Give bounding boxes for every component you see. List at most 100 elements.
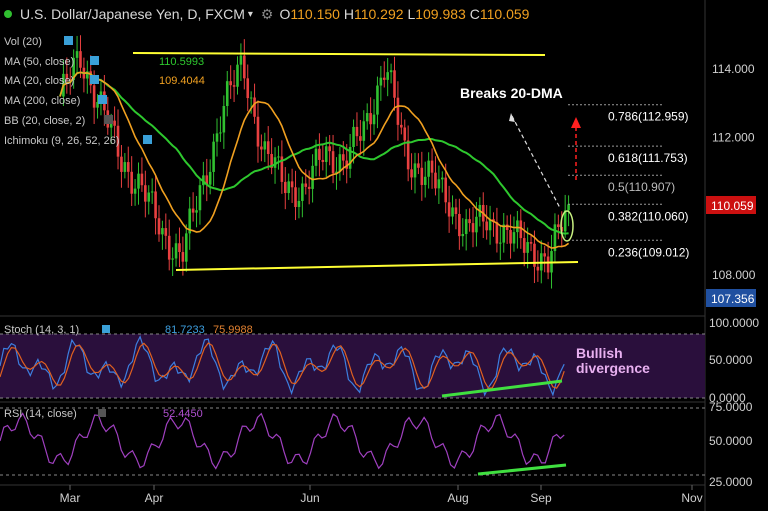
candle-body <box>301 183 304 201</box>
price-tick-label: 112.000 <box>712 131 755 145</box>
ichimoku-visibility-icon[interactable] <box>143 135 152 144</box>
fib-level-label: 0.618(111.753) <box>608 151 688 165</box>
candle-body <box>181 252 185 262</box>
support-line <box>175 261 579 271</box>
candle-body <box>444 177 448 203</box>
candle-body <box>458 213 461 237</box>
candle-body <box>222 106 226 133</box>
candle-body <box>191 208 195 213</box>
candle-body <box>283 181 287 194</box>
candle-body <box>563 210 567 232</box>
ohlc-values: O110.150 H110.292 L109.983 C110.059 <box>279 6 529 22</box>
candle-body <box>75 51 79 58</box>
candle-body <box>495 222 499 244</box>
dashed-arrow-head <box>509 113 515 122</box>
candle-body <box>198 185 202 211</box>
candle-body <box>400 124 403 128</box>
stoch-label: Stoch (14, 3, 1) <box>4 324 79 336</box>
candle-body <box>116 125 120 157</box>
fib-level-label: 0.786(112.959) <box>608 110 689 124</box>
ma20-visibility-icon[interactable] <box>90 75 99 84</box>
candle-body <box>140 173 144 186</box>
stoch-k-line <box>0 335 565 397</box>
candle-body <box>109 120 113 128</box>
fib-level-label: 0.5(110.907) <box>608 180 675 194</box>
close-value: 110.059 <box>479 6 530 22</box>
candle-body <box>369 113 372 125</box>
candle-body <box>423 176 427 185</box>
candle-body <box>389 70 393 73</box>
candle-body <box>130 171 133 194</box>
candle-body <box>92 85 96 108</box>
fibonacci-group: 0.786(112.959) 0.618(111.753) 0.5(110.907)… <box>568 104 689 259</box>
candle-body <box>485 221 488 231</box>
candle-body <box>386 72 389 80</box>
candle-body <box>113 120 116 126</box>
candle-body <box>311 165 314 189</box>
candle-body <box>543 253 546 257</box>
candle-body <box>297 200 301 208</box>
ma50-visibility-icon[interactable] <box>90 56 99 65</box>
candle-body <box>147 192 151 202</box>
candle-body <box>314 148 318 166</box>
candle-body <box>567 204 570 211</box>
candle-body <box>205 175 209 185</box>
candle-body <box>232 85 236 87</box>
candle-body <box>137 173 140 189</box>
candle-body <box>164 228 168 236</box>
candle-body <box>331 151 335 174</box>
candle-body <box>229 81 232 86</box>
close-label: C <box>469 6 480 22</box>
fib-level-label: 0.382(110.060) <box>608 209 689 223</box>
time-tick-label: Apr <box>145 491 164 505</box>
candle-body <box>505 224 509 231</box>
candle-body <box>410 169 413 178</box>
ma20-value: 109.4044 <box>159 75 205 87</box>
candle-body <box>468 219 471 224</box>
candle-body <box>86 71 89 79</box>
candle-body <box>403 127 407 141</box>
candle-body <box>174 243 178 259</box>
candle-body <box>376 85 379 115</box>
rsi-visibility-icon[interactable] <box>98 409 106 417</box>
candle-body <box>417 163 420 168</box>
candle-body <box>475 216 478 233</box>
candle-body <box>219 132 222 134</box>
price-tick-label: 114.000 <box>712 62 755 76</box>
rsi-tick-label: 75.0000 <box>709 400 753 414</box>
high-value: 110.292 <box>353 6 404 22</box>
candle-body <box>318 148 321 160</box>
vol-visibility-icon[interactable] <box>64 36 73 45</box>
candle-body <box>533 243 536 267</box>
dropdown-icon[interactable]: ▾ <box>247 8 253 20</box>
candle-body <box>154 191 157 219</box>
divergence-label: divergence <box>576 360 650 376</box>
bb-visibility-icon[interactable] <box>104 115 113 124</box>
candle-body <box>243 55 246 79</box>
high-label: H <box>343 6 354 22</box>
candle-body <box>396 97 400 125</box>
stoch-visibility-icon[interactable] <box>102 325 110 333</box>
low-label: L <box>407 6 416 22</box>
open-value: 110.150 <box>290 6 340 22</box>
candle-body <box>324 146 328 162</box>
candle-body <box>382 77 386 80</box>
candle-body <box>260 146 263 150</box>
candle-body <box>225 81 229 107</box>
candle-body <box>236 64 239 87</box>
settings-icon[interactable]: ⚙ <box>260 5 274 22</box>
oscillators-group <box>0 335 565 470</box>
candle-body <box>253 97 256 117</box>
time-tick-label: Sep <box>530 491 552 505</box>
candle-body <box>338 154 342 172</box>
candle-body <box>546 256 550 273</box>
candle-body <box>290 181 294 188</box>
candle-body <box>277 156 280 158</box>
candle-body <box>161 228 164 235</box>
ma20-label: MA (20, close) <box>4 75 74 87</box>
symbol-title[interactable]: U.S. Dollar/Japanese Yen, D, FXCM <box>20 6 245 22</box>
ma200-visibility-icon[interactable] <box>98 95 107 104</box>
candle-body <box>362 121 366 141</box>
current-price-text: 110.059 <box>711 199 754 213</box>
candle-body <box>413 163 417 178</box>
